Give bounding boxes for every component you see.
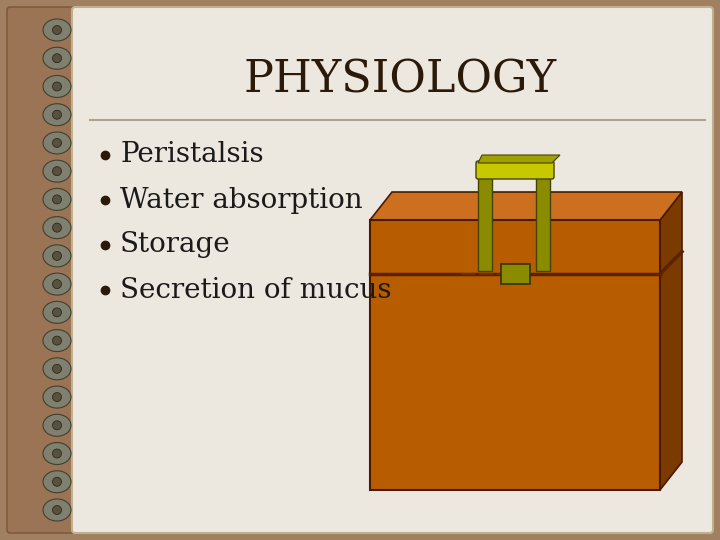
Ellipse shape xyxy=(43,76,71,98)
Ellipse shape xyxy=(53,421,61,430)
Ellipse shape xyxy=(53,82,61,91)
Text: PHYSIOLOGY: PHYSIOLOGY xyxy=(243,58,557,102)
FancyBboxPatch shape xyxy=(536,177,550,271)
Ellipse shape xyxy=(53,25,61,35)
Polygon shape xyxy=(660,192,682,490)
Text: Storage: Storage xyxy=(120,232,230,259)
FancyBboxPatch shape xyxy=(370,220,660,490)
Ellipse shape xyxy=(43,301,71,323)
Ellipse shape xyxy=(53,195,61,204)
Text: Secretion of mucus: Secretion of mucus xyxy=(120,276,392,303)
Ellipse shape xyxy=(53,223,61,232)
Ellipse shape xyxy=(53,138,61,147)
Ellipse shape xyxy=(43,19,71,41)
Ellipse shape xyxy=(53,477,61,486)
Ellipse shape xyxy=(43,414,71,436)
Ellipse shape xyxy=(43,188,71,211)
FancyBboxPatch shape xyxy=(500,264,529,284)
Ellipse shape xyxy=(43,358,71,380)
FancyBboxPatch shape xyxy=(72,7,713,533)
Ellipse shape xyxy=(53,280,61,288)
Ellipse shape xyxy=(43,217,71,239)
Ellipse shape xyxy=(43,245,71,267)
Ellipse shape xyxy=(53,393,61,402)
Text: Water absorption: Water absorption xyxy=(120,186,363,213)
Ellipse shape xyxy=(43,499,71,521)
Ellipse shape xyxy=(53,364,61,373)
Ellipse shape xyxy=(53,449,61,458)
Ellipse shape xyxy=(43,160,71,182)
FancyBboxPatch shape xyxy=(478,177,492,271)
Ellipse shape xyxy=(43,329,71,352)
Ellipse shape xyxy=(43,132,71,154)
Ellipse shape xyxy=(43,386,71,408)
Ellipse shape xyxy=(53,110,61,119)
Ellipse shape xyxy=(43,442,71,464)
Ellipse shape xyxy=(43,104,71,126)
Ellipse shape xyxy=(43,273,71,295)
Text: Peristalsis: Peristalsis xyxy=(120,141,264,168)
FancyBboxPatch shape xyxy=(7,7,78,533)
Ellipse shape xyxy=(43,471,71,493)
Ellipse shape xyxy=(43,47,71,69)
Ellipse shape xyxy=(53,308,61,317)
Ellipse shape xyxy=(53,336,61,345)
Ellipse shape xyxy=(53,252,61,260)
Polygon shape xyxy=(370,192,682,220)
Polygon shape xyxy=(478,155,560,163)
Ellipse shape xyxy=(53,167,61,176)
Ellipse shape xyxy=(53,505,61,515)
FancyBboxPatch shape xyxy=(476,161,554,179)
Ellipse shape xyxy=(53,54,61,63)
